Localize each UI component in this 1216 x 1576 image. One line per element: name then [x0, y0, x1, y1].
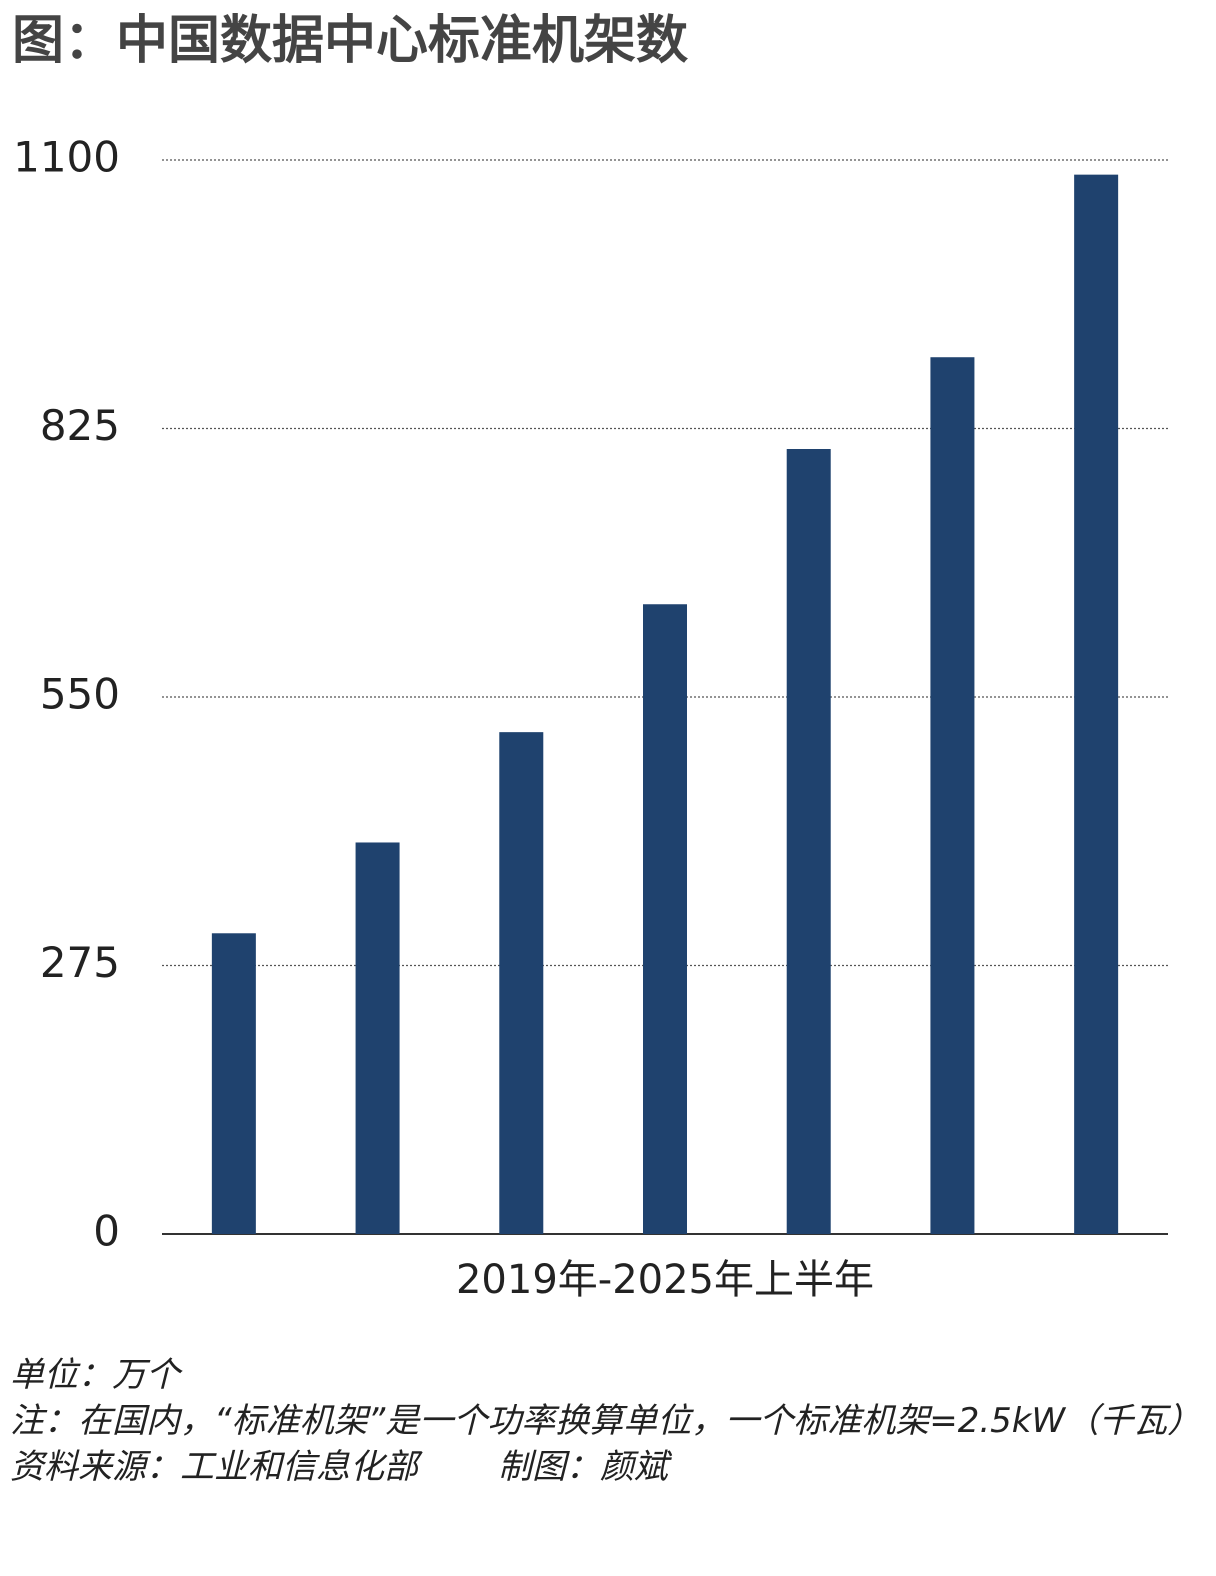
note: 注：在国内，“标准机架”是一个功率换算单位，一个标准机架=2.5kW（千瓦） — [10, 1401, 1202, 1441]
source-line: 资料来源：工业和信息化部 制图：颜斌 — [10, 1444, 1210, 1490]
bar — [1074, 174, 1119, 1234]
source: 资料来源：工业和信息化部 — [10, 1447, 418, 1487]
bar — [355, 842, 400, 1234]
y-tick-label: 550 — [40, 670, 120, 719]
chart: 图：中国数据中心标准机架数 2019年-2025年上半年 0 275 550 825 1… — [12, 11, 1168, 1303]
bar — [930, 357, 975, 1234]
note: 单位：万个 — [10, 1355, 180, 1395]
y-tick-label: 275 — [40, 938, 120, 987]
y-tick-label: 0 — [93, 1207, 120, 1256]
x-axis-label: 2019年-2025年上半年 — [456, 1257, 874, 1303]
bar — [499, 732, 544, 1234]
chart-title: 图：中国数据中心标准机架数 — [12, 11, 688, 71]
notes: 单位：万个 注：在国内，“标准机架”是一个功率换算单位，一个标准机架=2.5kW… — [10, 1352, 1210, 1490]
bar — [786, 449, 831, 1234]
y-tick-label: 825 — [40, 401, 120, 450]
bar — [643, 604, 687, 1234]
y-tick-label: 1100 — [13, 133, 120, 182]
credit: 制图：颜斌 — [498, 1447, 668, 1487]
bar — [211, 933, 256, 1234]
